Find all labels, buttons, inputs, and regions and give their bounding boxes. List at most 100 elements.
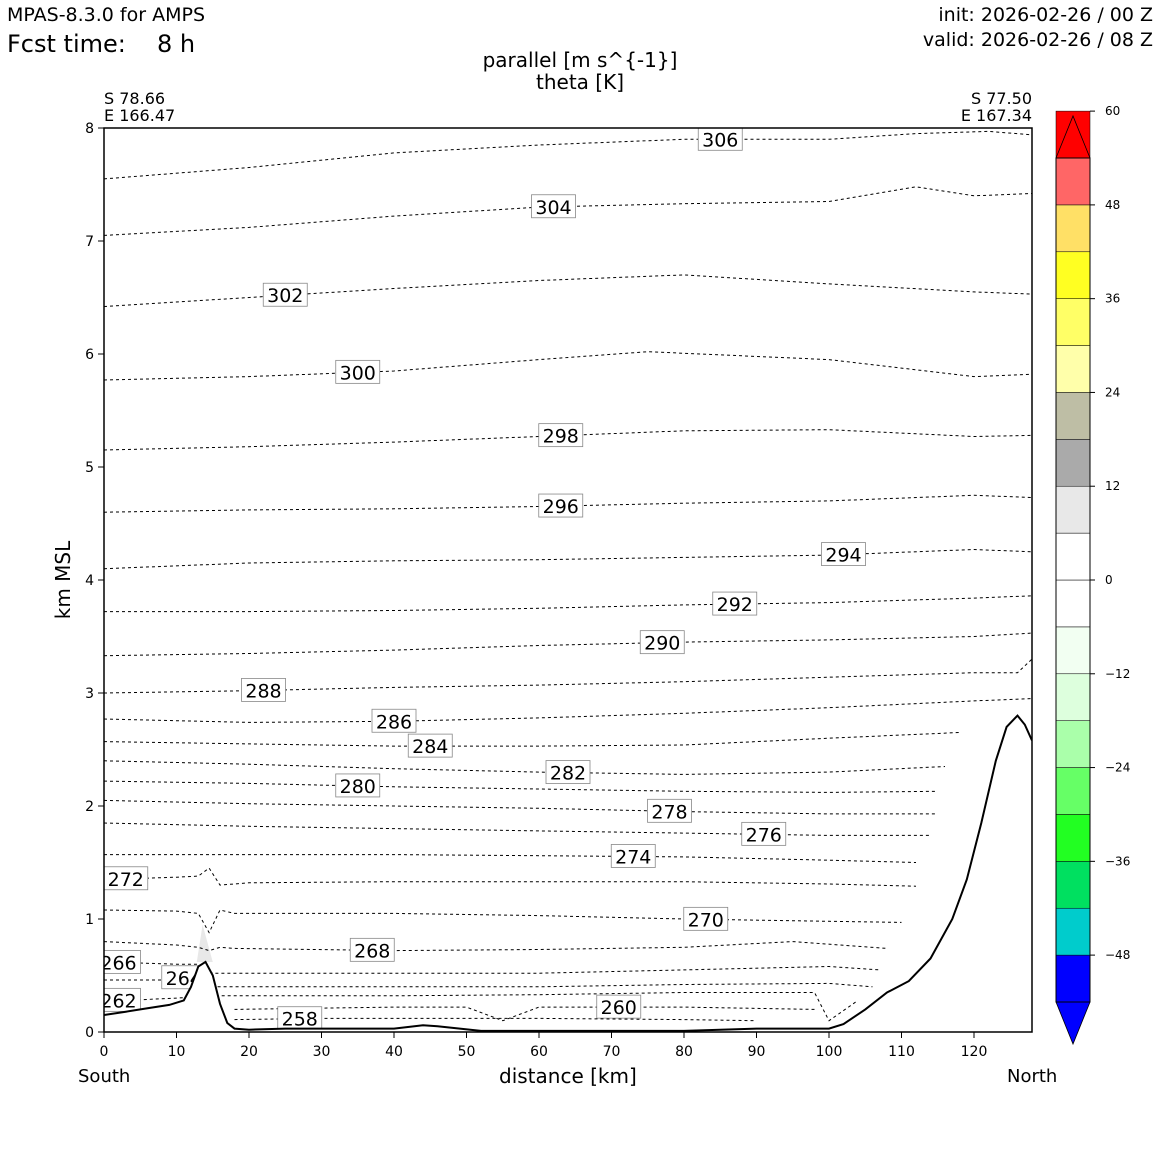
y-tick-label: 7 bbox=[85, 234, 94, 250]
contour-label-292: 292 bbox=[712, 591, 758, 616]
chart-subtitle: theta [K] bbox=[536, 70, 624, 94]
contour-label-text: 258 bbox=[282, 1009, 318, 1031]
theta-contour-306 bbox=[104, 130, 1032, 180]
colorbar-segment bbox=[1055, 767, 1091, 815]
colorbar-segment bbox=[1055, 251, 1091, 299]
contour-label-box bbox=[335, 773, 381, 798]
contour-label-box bbox=[262, 282, 308, 307]
x-tick-label: 90 bbox=[748, 1044, 766, 1060]
contour-label-text: 298 bbox=[543, 426, 579, 448]
contour-label-text: 300 bbox=[340, 362, 376, 384]
contour-label-298: 298 bbox=[538, 423, 584, 448]
colorbar-segment bbox=[1055, 673, 1091, 721]
theta-contour-286 bbox=[104, 698, 1032, 723]
contour-label-box bbox=[647, 798, 692, 823]
contour-label-text: 282 bbox=[550, 763, 586, 785]
theta-contour-268 bbox=[104, 941, 888, 952]
theta-contour-296 bbox=[104, 494, 1032, 513]
contour-label-box bbox=[104, 866, 149, 891]
y-tick-label: 2 bbox=[85, 799, 94, 815]
colorbar-segment bbox=[1055, 907, 1091, 956]
contour-label-text: 268 bbox=[354, 940, 390, 962]
left-end-lon: E 166.47 bbox=[104, 106, 176, 125]
right-end-name: North bbox=[1007, 1066, 1058, 1087]
contour-label-text: 292 bbox=[717, 594, 753, 616]
colorbar: 60 48 36 24 12 0 −12 −24 −36 −48 bbox=[1055, 104, 1130, 1046]
x-tick-label: 30 bbox=[313, 1044, 331, 1060]
contour-label-260: 260 bbox=[596, 994, 642, 1019]
contour-label-270: 270 bbox=[683, 906, 729, 931]
theta-contour-272 bbox=[104, 867, 917, 887]
contour-label-text: 274 bbox=[615, 846, 651, 868]
colorbar-tick-label: 36 bbox=[1105, 292, 1120, 306]
contour-label-294: 294 bbox=[821, 542, 866, 567]
colorbar-tick-label: −36 bbox=[1105, 854, 1130, 868]
contour-label-280: 280 bbox=[335, 773, 381, 798]
colorbar-segment bbox=[1055, 814, 1091, 862]
x-tick-label: 40 bbox=[385, 1044, 403, 1060]
colorbar-segment bbox=[1055, 485, 1091, 534]
contour-label-268: 268 bbox=[349, 937, 395, 962]
plot-frame bbox=[103, 127, 1033, 1033]
contour-label-text: 260 bbox=[601, 997, 637, 1019]
contour-label-text: 262 bbox=[100, 990, 136, 1012]
contour-label-box bbox=[531, 194, 576, 219]
contour-label-box bbox=[712, 591, 758, 616]
forecast-time-value: 8 h bbox=[157, 30, 196, 58]
contour-label-text: 290 bbox=[644, 633, 680, 655]
colorbar-segment bbox=[1055, 579, 1091, 628]
theta-contour-280 bbox=[104, 780, 938, 793]
colorbar-tick-label: 48 bbox=[1105, 198, 1120, 212]
contour-label-258: 258 bbox=[277, 1006, 323, 1031]
x-tick-label: 120 bbox=[961, 1044, 988, 1060]
left-end-name: South bbox=[78, 1066, 131, 1087]
contour-label-278: 278 bbox=[647, 798, 692, 823]
contour-label-284: 284 bbox=[407, 733, 453, 758]
contour-label-text: 272 bbox=[108, 869, 144, 891]
theta-contour-290 bbox=[104, 632, 1032, 657]
colorbar-segment bbox=[1055, 954, 1091, 1003]
contour-label-box bbox=[104, 987, 141, 1012]
colorbar-segment bbox=[1055, 298, 1091, 346]
contour-label-box bbox=[545, 760, 591, 784]
theta-contour-288 bbox=[104, 658, 1032, 694]
x-tick-label: 50 bbox=[458, 1044, 476, 1060]
contour-label-box bbox=[371, 708, 417, 733]
x-tick-label: 100 bbox=[816, 1044, 843, 1060]
contour-label-266: 266 bbox=[100, 949, 141, 974]
contour-label-290: 290 bbox=[639, 630, 685, 655]
colorbar-segment bbox=[1055, 392, 1091, 440]
contour-label-text: 296 bbox=[543, 496, 579, 518]
contour-label-box bbox=[596, 994, 642, 1019]
x-tick-label: 80 bbox=[675, 1044, 693, 1060]
x-tick-label: 110 bbox=[888, 1044, 915, 1060]
y-tick-label: 8 bbox=[85, 121, 94, 137]
contour-label-box bbox=[538, 423, 584, 448]
contour-label-302: 302 bbox=[262, 282, 308, 307]
contour-label-text: 266 bbox=[100, 952, 136, 974]
y-tick-label: 5 bbox=[85, 460, 94, 476]
colorbar-tick-label: −48 bbox=[1105, 948, 1130, 962]
contour-label-text: 288 bbox=[245, 680, 281, 702]
colorbar-segment bbox=[1055, 626, 1091, 675]
forecast-time-label: Fcst time: bbox=[7, 30, 126, 58]
contour-label-text: 302 bbox=[267, 285, 303, 307]
contour-label-text: 280 bbox=[340, 776, 376, 798]
contour-label-box bbox=[104, 949, 141, 974]
colorbar-segment bbox=[1055, 345, 1091, 393]
contour-label-286: 286 bbox=[371, 708, 417, 733]
theta-contour-282 bbox=[104, 760, 946, 775]
theta-contour-292 bbox=[104, 595, 1032, 613]
contour-label-text: 270 bbox=[688, 909, 724, 931]
contour-label-box bbox=[335, 359, 381, 384]
contour-label-text: 286 bbox=[376, 711, 412, 733]
contour-label-box bbox=[697, 128, 743, 151]
contour-label-text: 294 bbox=[825, 545, 861, 567]
colorbar-tick-label: 12 bbox=[1105, 479, 1120, 493]
contour-label-306: 306 bbox=[697, 128, 743, 151]
y-tick-label: 0 bbox=[85, 1025, 94, 1041]
contour-label-296: 296 bbox=[538, 493, 584, 518]
contour-label-box bbox=[683, 906, 729, 931]
theta-contour-270 bbox=[104, 909, 902, 934]
